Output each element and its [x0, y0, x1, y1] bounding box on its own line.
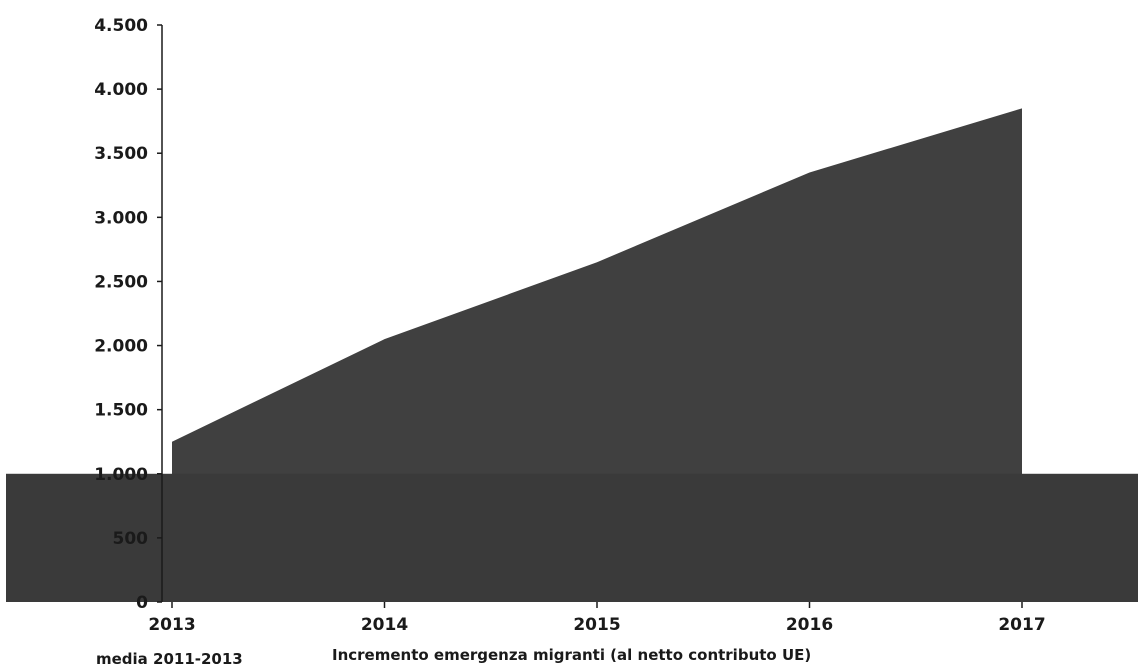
- legend: media 2011-2013 Incremento emergenza migr…: [96, 646, 811, 668]
- legend-label-media: media 2011-2013: [96, 650, 243, 668]
- x-tick-label: 2014: [361, 615, 408, 635]
- x-axis-ticks: 2013 2014 2015 2016 2017: [148, 602, 1046, 635]
- y-tick-label: 0: [136, 593, 148, 613]
- y-tick-label: 3.000: [94, 208, 148, 228]
- y-tick-label: 2.000: [94, 337, 148, 357]
- x-tick-label: 2016: [786, 615, 833, 635]
- area-layer: [6, 108, 1138, 602]
- x-tick-label: 2017: [998, 615, 1045, 635]
- legend-label-incremento: Incremento emergenza migranti (al netto …: [332, 646, 811, 664]
- x-tick-label: 2013: [148, 615, 195, 635]
- y-tick-label: 500: [113, 529, 149, 549]
- y-tick-label: 1.500: [94, 401, 148, 421]
- y-tick-label: 3.500: [94, 144, 148, 164]
- x-tick-label: 2015: [573, 615, 620, 635]
- y-tick-label: 2.500: [94, 272, 148, 292]
- y-axis-ticks: 0 500 1.000 1.500 2.000 2.500 3.000 3.500 4.000 4…: [94, 16, 162, 613]
- y-tick-label: 4.000: [94, 80, 148, 100]
- y-tick-label: 1.000: [94, 465, 148, 485]
- y-tick-label: 4.500: [94, 16, 148, 36]
- series-area-media: [6, 473, 1138, 602]
